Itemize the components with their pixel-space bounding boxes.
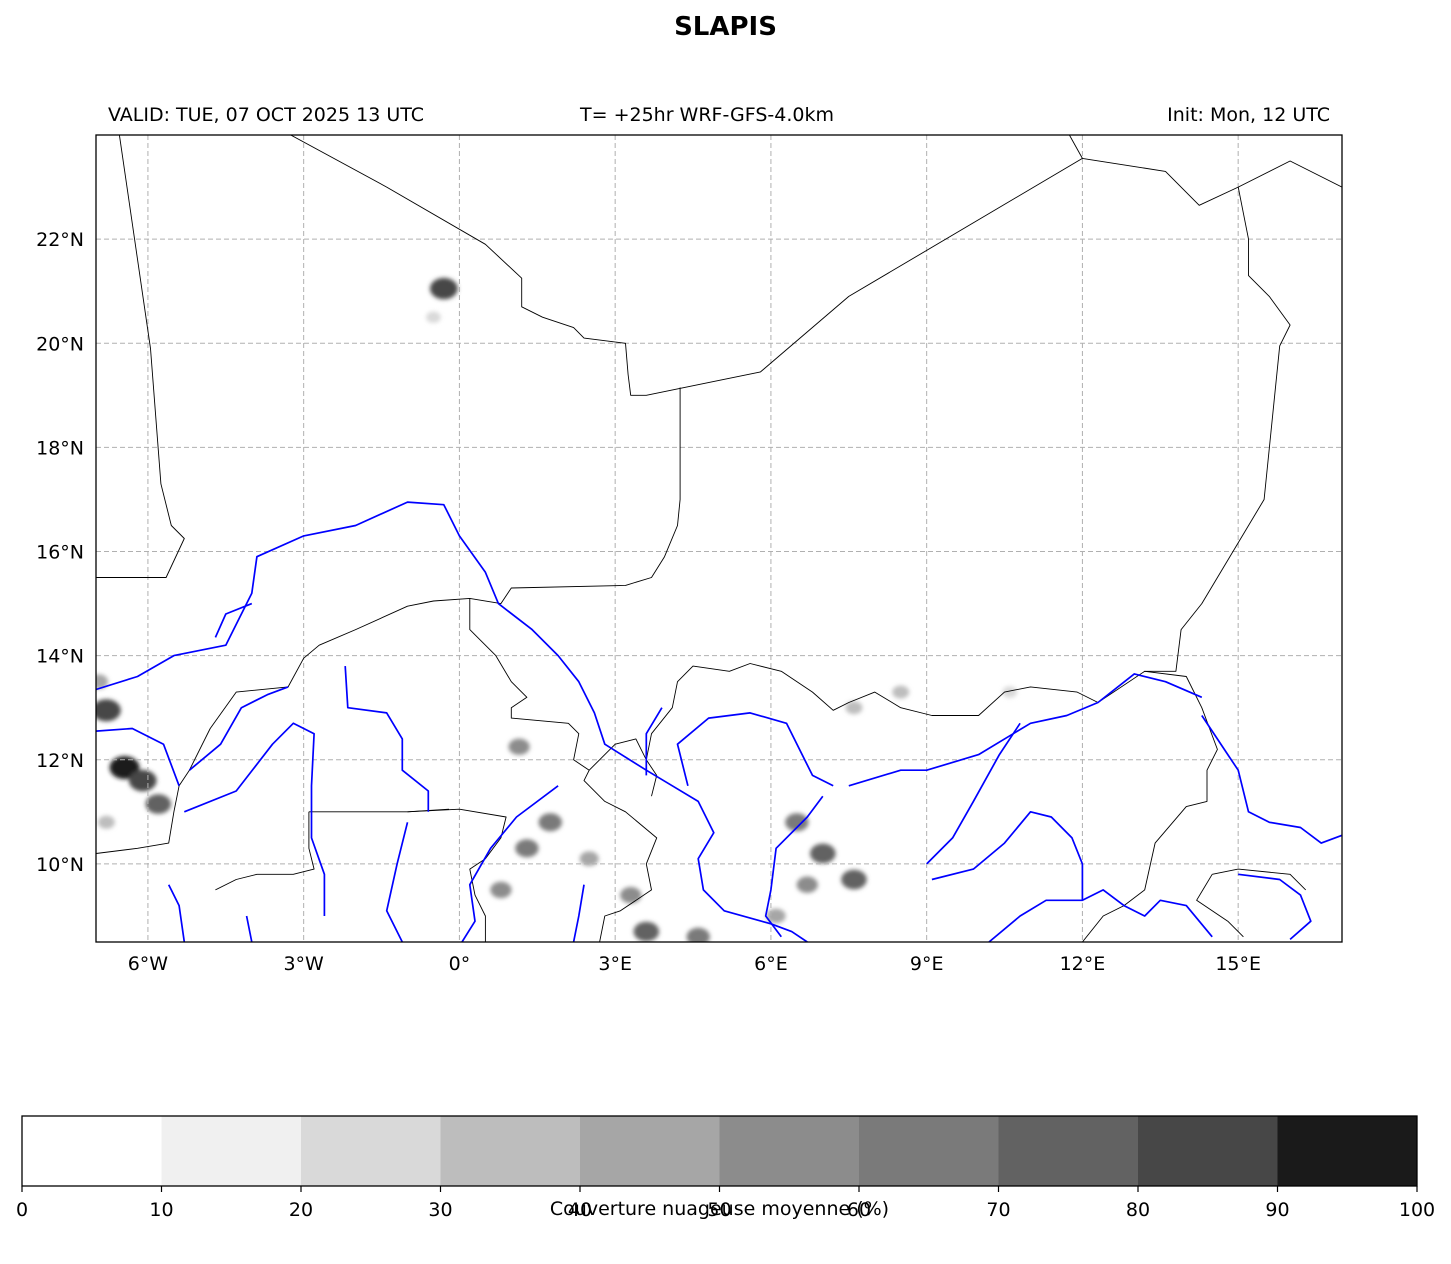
- lat-tick-label: 18°N: [36, 437, 84, 459]
- lon-tick-label: 6°W: [128, 953, 169, 975]
- river: [926, 722, 1021, 865]
- graticule: [96, 135, 1342, 942]
- lon-tick-label: 9°E: [910, 953, 944, 975]
- river: [344, 666, 430, 812]
- river: [245, 915, 253, 942]
- cloud-cluster: [785, 813, 809, 832]
- colorbar-cell: [161, 1116, 302, 1186]
- colorbar-cell: [580, 1116, 720, 1186]
- river: [572, 884, 585, 942]
- river: [214, 602, 253, 638]
- country-border: [215, 811, 315, 891]
- init-time-label: Init: Mon, 12 UTC: [1167, 104, 1330, 126]
- lat-tick-label: 12°N: [36, 750, 84, 772]
- colorbar-frame: [21, 1115, 1418, 1187]
- colorbar-cell: [440, 1116, 581, 1186]
- river: [188, 686, 289, 771]
- cloud-cluster: [633, 921, 660, 942]
- river: [1238, 873, 1312, 941]
- cloud-cluster: [490, 881, 512, 899]
- cloud-cluster: [796, 876, 818, 893]
- country-border: [96, 387, 681, 854]
- forecast-map: 6°W 3°W 0° 3°E 6°E 9°E 12°E 15°E 10°N 12°N 14°N 16…: [36, 134, 1343, 975]
- rivers: [96, 501, 1342, 942]
- map-background: [96, 135, 1342, 942]
- cloud-cluster: [515, 839, 539, 858]
- cloud-cluster: [96, 674, 109, 690]
- cloud-cluster: [508, 738, 530, 755]
- river: [385, 822, 409, 942]
- colorbar-cell: [1277, 1116, 1418, 1186]
- lon-tick-label: 15°E: [1215, 953, 1261, 975]
- cloud-cluster: [145, 794, 172, 814]
- colorbar-cell: [301, 1116, 441, 1186]
- cloud-cluster: [96, 699, 121, 722]
- lon-tick-label: 3°E: [598, 953, 632, 975]
- river: [96, 727, 180, 787]
- country-border: [1196, 874, 1244, 938]
- cloud-cluster: [1002, 686, 1018, 698]
- lat-tick-label: 20°N: [36, 333, 84, 355]
- colorbar-cell: [719, 1116, 860, 1186]
- river: [848, 673, 1203, 787]
- country-border: [645, 663, 1218, 942]
- lon-tick-label: 6°E: [754, 953, 788, 975]
- cloud-cluster: [845, 701, 863, 715]
- country-border: [469, 598, 658, 942]
- valid-time-label: VALID: TUE, 07 OCT 2025 13 UTC: [108, 104, 424, 126]
- latitude-tick-labels: 10°N 12°N 14°N 16°N 18°N 20°N 22°N: [36, 229, 84, 876]
- country-border: [308, 808, 450, 813]
- cloud-cluster: [579, 851, 599, 867]
- cloud-cluster: [538, 813, 562, 832]
- cloud-cluster: [892, 685, 910, 699]
- lat-tick-label: 10°N: [36, 854, 84, 876]
- colorbar-cells: [22, 1116, 1418, 1186]
- river: [764, 795, 824, 938]
- cloud-cluster: [841, 869, 867, 890]
- cloud-cluster: [429, 277, 458, 300]
- cloud-cluster: [128, 769, 157, 792]
- country-border: [96, 135, 185, 578]
- forecast-run-label: T= +25hr WRF-GFS-4.0km: [580, 104, 834, 126]
- map-frame: [95, 134, 1343, 943]
- lat-tick-label: 14°N: [36, 646, 84, 668]
- river: [96, 501, 808, 942]
- lon-tick-label: 3°W: [283, 953, 324, 975]
- country-borders: [96, 135, 1342, 942]
- cloud-cluster: [620, 886, 642, 904]
- colorbar-cell: [859, 1116, 999, 1186]
- river: [167, 884, 186, 942]
- colorbar-label: Couverture nuageuse moyenne (%): [549, 1198, 890, 1220]
- country-border: [1082, 157, 1342, 206]
- country-border: [1212, 868, 1307, 891]
- river: [1201, 715, 1342, 844]
- cloud-cluster: [686, 927, 710, 942]
- cloud-cluster: [97, 815, 115, 829]
- colorbar-cell: [22, 1116, 162, 1186]
- river: [461, 785, 559, 942]
- river: [183, 722, 326, 916]
- river: [931, 810, 1084, 901]
- colorbar-cell: [1138, 1116, 1278, 1186]
- country-border: [1144, 187, 1291, 672]
- lon-tick-label: 0°: [449, 953, 471, 975]
- river: [988, 889, 1213, 942]
- lon-tick-label: 12°E: [1060, 953, 1106, 975]
- chart-title: SLAPIS: [674, 12, 777, 42]
- cloud-cluster: [426, 311, 441, 323]
- lat-tick-label: 16°N: [36, 542, 84, 564]
- river: [645, 707, 663, 776]
- longitude-tick-labels: 6°W 3°W 0° 3°E 6°E 9°E 12°E 15°E: [128, 953, 1261, 975]
- cloud-cluster: [810, 843, 836, 864]
- country-border: [290, 135, 1083, 396]
- river: [676, 712, 834, 787]
- colorbar-cell: [998, 1116, 1139, 1186]
- cloud-cluster: [109, 756, 140, 780]
- cloud-cover-layer: [96, 277, 1018, 942]
- lat-tick-label: 22°N: [36, 229, 84, 251]
